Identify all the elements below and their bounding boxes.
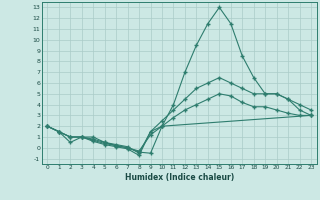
X-axis label: Humidex (Indice chaleur): Humidex (Indice chaleur) <box>124 173 234 182</box>
